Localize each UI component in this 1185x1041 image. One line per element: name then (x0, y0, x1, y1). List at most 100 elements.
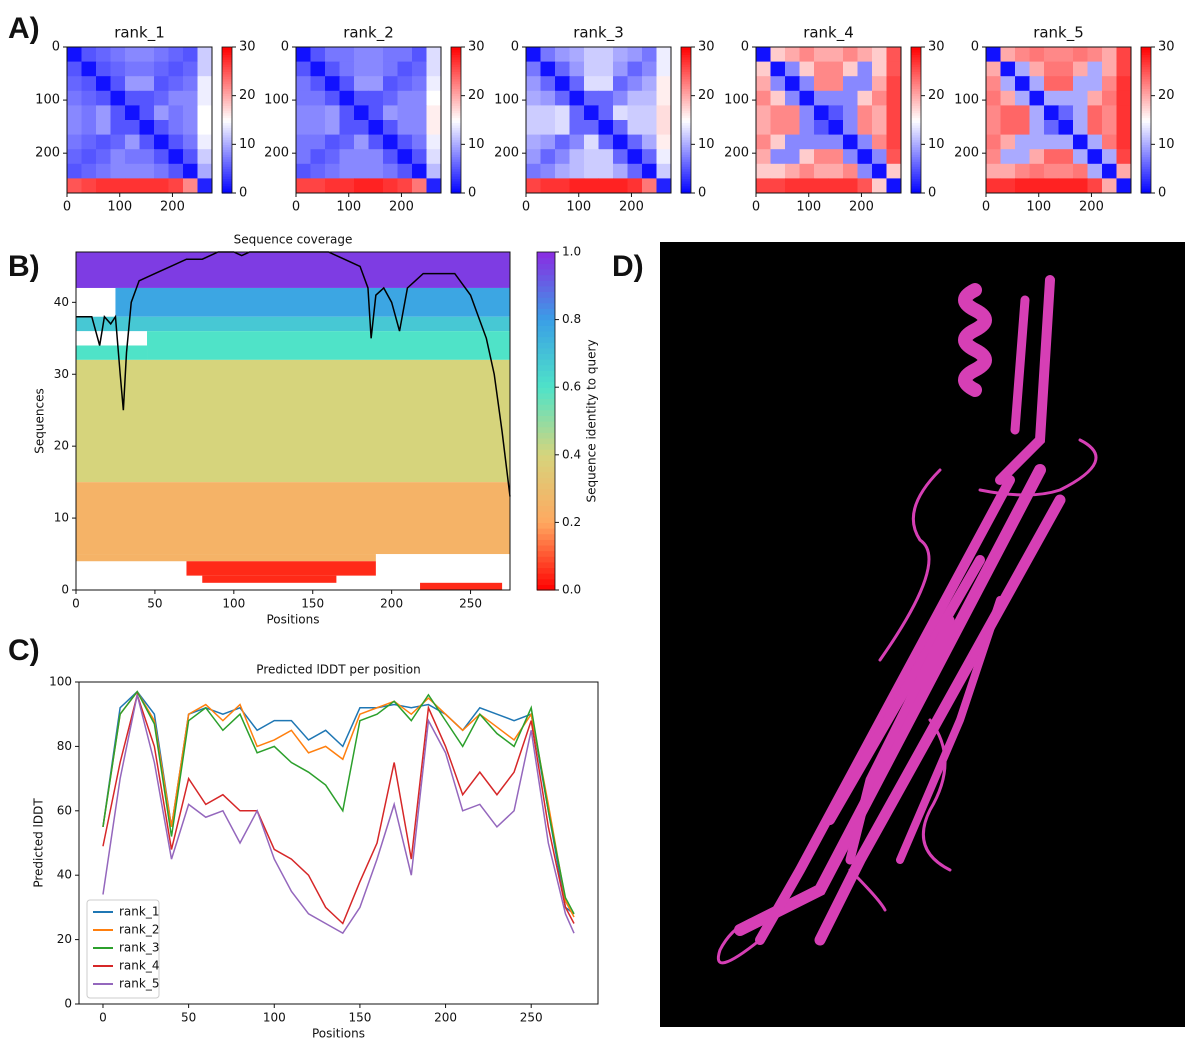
colorbar-segment (911, 122, 921, 126)
colorbar-segment (911, 158, 921, 162)
heatmap-cell (96, 90, 111, 106)
colorbar-segment (1141, 185, 1151, 189)
colorbar-segment (537, 516, 555, 523)
colorbar-segment (537, 522, 555, 529)
colorbar-segment (537, 325, 555, 332)
colorbar-segment (222, 73, 232, 77)
heatmap-cell (814, 61, 829, 77)
colorbar-segment (681, 110, 691, 114)
heatmap-cell (843, 47, 858, 63)
colorbar-segment (911, 188, 921, 192)
colorbar-segment (911, 183, 921, 187)
heatmap-cell (843, 178, 858, 194)
colorbar-segment (451, 173, 461, 177)
colorbar-segment (911, 49, 921, 53)
colorbar-segment (1141, 171, 1151, 175)
colorbar-segment (681, 88, 691, 92)
colorbar-segment (681, 188, 691, 192)
heatmap-cell (197, 61, 213, 77)
y-tick-label: 200 (35, 146, 60, 161)
colorbar-segment (537, 404, 555, 411)
heatmap-cell (770, 61, 786, 77)
heatmap-cell (886, 105, 902, 121)
colorbar-segment (911, 81, 921, 85)
coverage-bar (76, 359, 510, 483)
heatmap-cell (383, 61, 398, 77)
heatmap-cell (584, 90, 599, 106)
colorbar-segment (681, 120, 691, 124)
heatmap-cell (412, 134, 427, 150)
heatmap-cell (310, 134, 326, 150)
colorbar-segment (1141, 163, 1151, 167)
colorbar-segment (1141, 95, 1151, 99)
heatmap-cell (368, 149, 384, 165)
colorbar-segment (537, 291, 555, 298)
heatmap-cell (1015, 47, 1030, 63)
colorbar-tick-label: 10 (239, 137, 256, 152)
heatmap-cell (310, 61, 326, 77)
x-axis-label: Positions (312, 1027, 365, 1041)
colorbar-segment (911, 64, 921, 68)
heatmap-cell (1087, 120, 1103, 136)
colorbar-segment (681, 66, 691, 70)
x-tick-label: 200 (160, 200, 185, 215)
heatmap-cell (81, 47, 97, 63)
heatmap-cell (785, 178, 800, 194)
colorbar-segment (537, 302, 555, 309)
y-tick-label: 100 (954, 93, 979, 108)
colorbar-tick-label: 0.2 (562, 515, 581, 529)
colorbar-tick-label: 0.4 (562, 447, 581, 461)
colorbar-segment (537, 482, 555, 490)
heatmap-cell (296, 178, 311, 194)
heatmap-cell (397, 120, 413, 136)
heatmap-cell (183, 76, 198, 92)
heatmap-cell (397, 76, 413, 92)
colorbar-segment (537, 550, 555, 557)
heatmap-cell (569, 163, 585, 179)
line (102, 694, 575, 935)
x-tick-label: 100 (263, 1011, 286, 1025)
colorbar-segment (1141, 98, 1151, 102)
colorbar-segment (451, 47, 461, 51)
colorbar-segment (222, 185, 232, 189)
heatmap-cell (756, 120, 771, 136)
heatmap-cell (368, 163, 384, 179)
colorbar-tick-label: 0 (239, 186, 247, 201)
colorbar-segment (1141, 183, 1151, 187)
colorbar-segment (451, 163, 461, 167)
heatmap-cell (354, 61, 369, 77)
heatmap-cell (310, 178, 326, 194)
colorbar-segment (222, 151, 232, 155)
colorbar-segment (537, 533, 555, 540)
colorbar-segment (222, 78, 232, 82)
heatmap-cell (412, 149, 427, 165)
colorbar-segment (681, 98, 691, 102)
colorbar-segment (1141, 73, 1151, 77)
colorbar-segment (451, 49, 461, 53)
heatmap-cell (555, 76, 570, 92)
heatmap-cell (1029, 178, 1045, 194)
colorbar-segment (451, 146, 461, 150)
heatmap-cell (1116, 134, 1132, 150)
y-tick-label: 30 (54, 367, 69, 381)
colorbar-segment (681, 117, 691, 121)
heatmap-cell (325, 61, 340, 77)
heatmap-cell (555, 105, 570, 121)
heatmap-cell (154, 163, 169, 179)
heatmap-cell (1116, 61, 1132, 77)
heatmap-cell (1073, 76, 1088, 92)
colorbar-segment (1141, 71, 1151, 75)
heatmap-cell (785, 47, 800, 63)
heatmap-cell (872, 90, 887, 106)
heatmap-cell (426, 178, 442, 194)
colorbar-segment (537, 364, 555, 371)
heatmap-cell (383, 120, 398, 136)
colorbar-segment (681, 64, 691, 68)
heatmap-cell (1015, 90, 1030, 106)
colorbar-segment (911, 178, 921, 182)
colorbar-segment (222, 168, 232, 172)
heatmap-cell (296, 90, 311, 106)
colorbar-segment (911, 173, 921, 177)
colorbar-segment (911, 151, 921, 155)
colorbar-segment (681, 83, 691, 87)
